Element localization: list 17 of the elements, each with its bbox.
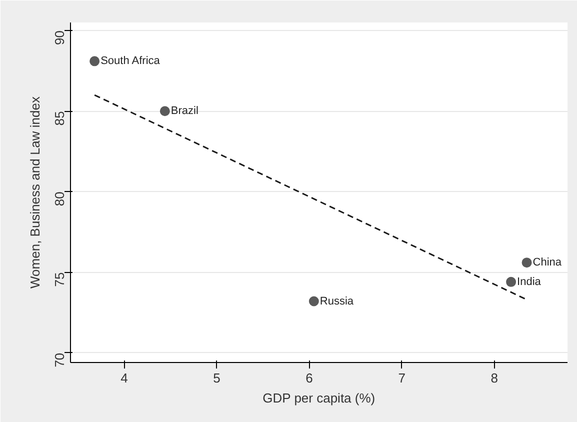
- x-axis-title: GDP per capita (%): [262, 390, 376, 406]
- annotation: South Africa: [100, 55, 161, 68]
- annotation: Brazil: [170, 105, 198, 118]
- x-tick-label: 8: [490, 370, 498, 386]
- x-tick-label: 6: [306, 370, 313, 386]
- annotation: India: [517, 276, 542, 288]
- y-tick-label: 75: [52, 272, 67, 287]
- x-tick-label: 7: [398, 370, 406, 386]
- annotation: Russia: [320, 295, 354, 308]
- y-tick-label: 80: [52, 192, 67, 206]
- x-tick-label: 5: [213, 370, 220, 386]
- y-tick-label: 90: [52, 30, 67, 46]
- y-tick-label: 70: [52, 352, 67, 368]
- y-tick-label: 85: [52, 111, 67, 126]
- y-axis-title: Women, Business and Law index: [28, 96, 42, 288]
- x-tick-label: 4: [120, 370, 128, 386]
- annotation: China: [532, 256, 562, 269]
